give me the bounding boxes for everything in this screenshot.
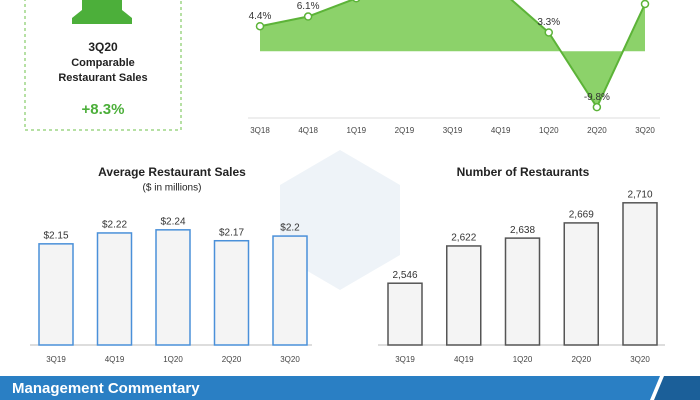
x-tick-label: 1Q20	[513, 355, 533, 364]
section-banner	[0, 376, 660, 400]
bar	[38, 243, 74, 346]
data-label: $2.24	[160, 216, 185, 227]
x-tick-label: 2Q19	[395, 126, 415, 135]
x-tick-label: 4Q19	[454, 355, 474, 364]
bar	[622, 202, 658, 346]
bar	[272, 235, 308, 346]
point	[640, 0, 650, 9]
point	[255, 21, 265, 31]
x-tick-label: 3Q20	[630, 355, 650, 364]
chart-title: Average Restaurant Sales	[98, 165, 246, 179]
data-label: $2.17	[219, 227, 244, 238]
data-label: 6.1%	[297, 1, 320, 12]
x-tick-label: 4Q18	[298, 126, 318, 135]
x-tick-label: 2Q20	[587, 126, 607, 135]
data-label: -9.8%	[584, 92, 610, 103]
point	[544, 28, 553, 37]
x-tick-label: 3Q19	[46, 355, 66, 364]
kpi-label: Restaurant Sales	[58, 72, 147, 84]
data-label: 2,638	[510, 225, 535, 236]
chart-subtitle: ($ in millions)	[143, 183, 202, 194]
bar	[213, 239, 250, 346]
line	[259, 0, 646, 110]
x-tick-label: 2Q20	[222, 355, 242, 364]
data-label: $2.22	[102, 220, 127, 231]
x-tick-label: 4Q19	[491, 126, 511, 135]
data-label: 4.4%	[249, 11, 272, 22]
x-tick-label: 3Q19	[395, 355, 415, 364]
bar	[387, 282, 423, 346]
kpi-label: Comparable	[71, 57, 135, 69]
data-label: 2,622	[451, 233, 476, 244]
x-tick-label: 1Q20	[539, 126, 559, 135]
point	[352, 0, 361, 3]
data-label: $2.15	[43, 230, 68, 241]
data-label: 2,710	[627, 189, 652, 200]
x-tick-label: 3Q19	[443, 126, 463, 135]
area	[260, 0, 645, 108]
x-tick-label: 4Q19	[105, 355, 125, 364]
x-tick-label: 3Q20	[280, 355, 300, 364]
x-tick-label: 3Q20	[635, 126, 655, 135]
data-label: 2,669	[569, 210, 594, 221]
x-tick-label: 3Q18	[250, 126, 270, 135]
point	[592, 102, 602, 112]
x-tick-label: 1Q19	[346, 126, 366, 135]
point	[303, 12, 313, 21]
kpi-icon	[72, 0, 132, 24]
x-tick-label: 2Q20	[571, 355, 591, 364]
bar	[155, 229, 191, 346]
kpi-period: 3Q20	[88, 40, 118, 54]
data-label: 2,546	[392, 270, 417, 281]
data-label: 3.3%	[537, 17, 560, 28]
banner-accent	[654, 376, 700, 400]
chart-title: Number of Restaurants	[457, 165, 590, 179]
bar	[563, 222, 599, 346]
x-tick-label: 1Q20	[163, 355, 183, 364]
watermark	[280, 150, 400, 290]
bar	[96, 232, 133, 346]
bar	[446, 245, 482, 346]
kpi-card	[24, 0, 182, 131]
kpi-value: +8.3%	[82, 101, 125, 118]
data-label: $2.2	[280, 223, 300, 234]
bar	[504, 237, 541, 346]
section-title: Management Commentary	[12, 380, 200, 397]
